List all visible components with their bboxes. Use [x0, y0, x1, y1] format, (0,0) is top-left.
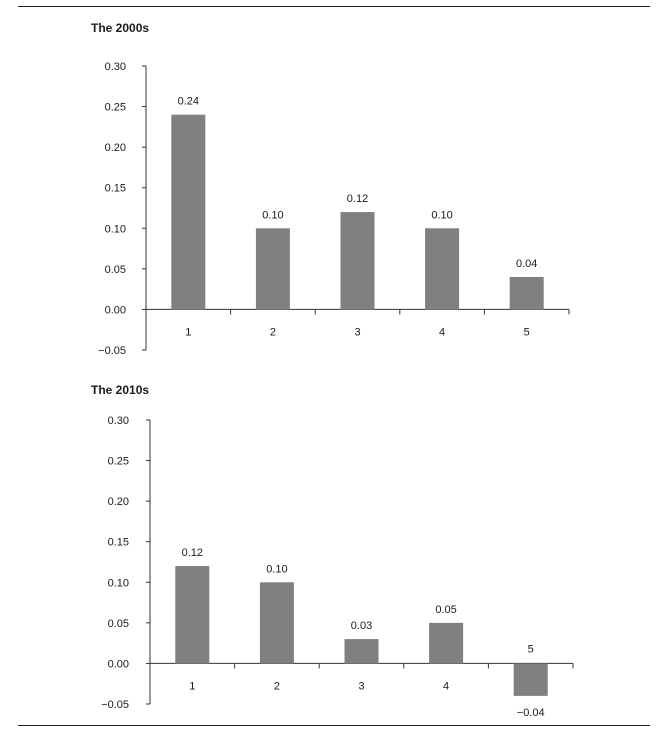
y-tick-label: 0.05 [105, 264, 126, 276]
chart-2000s: 0.30 0.25 0.20 0.15 0.10 0.05 0.00 −0.05 1 0.24 2 0… [98, 61, 570, 357]
bar [255, 228, 290, 310]
y-tick-label: 0.00 [105, 304, 126, 316]
panel-title-2000s: The 2000s [91, 21, 150, 35]
bar [513, 663, 548, 696]
x-category-label: 5 [528, 643, 534, 655]
x-category-label: 5 [524, 326, 530, 338]
bar [171, 114, 206, 310]
x-category-label: 1 [189, 680, 195, 692]
data-label: 0.12 [182, 547, 203, 559]
bar [175, 566, 210, 664]
y-tick-label: 0.20 [108, 496, 129, 508]
x-category-label: 1 [185, 326, 191, 338]
data-label: 0.05 [435, 604, 456, 616]
y-tick-label: 0.20 [105, 142, 126, 154]
data-label: 0.24 [178, 96, 199, 108]
y-tick-label: 0.30 [105, 61, 126, 73]
y-tick-label: 0.15 [105, 183, 126, 195]
bottom-rule [18, 725, 650, 726]
x-category-label: 3 [354, 326, 360, 338]
data-label: 0.03 [351, 620, 372, 632]
bar [509, 276, 544, 310]
bar [425, 228, 460, 310]
y-tick-label: 0.10 [108, 577, 129, 589]
x-category-label: 2 [274, 680, 280, 692]
y-tick-label: 0.25 [108, 456, 129, 468]
bar [340, 212, 375, 310]
bar [259, 582, 294, 664]
x-category-label: 4 [443, 680, 449, 692]
data-label: 0.10 [266, 563, 287, 575]
data-label: 0.12 [347, 193, 368, 205]
x-category-label: 4 [439, 326, 445, 338]
data-label: 0.10 [262, 209, 283, 221]
y-tick-label: 0.15 [108, 537, 129, 549]
x-category-label: 3 [358, 680, 364, 692]
data-label: −0.04 [517, 707, 545, 719]
data-label: 0.04 [516, 258, 537, 270]
top-rule [18, 6, 650, 7]
panel-title-2010s: The 2010s [91, 383, 150, 397]
x-category-label: 2 [270, 326, 276, 338]
y-tick-label: 0.30 [108, 415, 129, 427]
y-tick-label: −0.05 [98, 345, 126, 357]
y-tick-label: 0.00 [108, 658, 129, 670]
chart-2010s: 0.30 0.25 0.20 0.15 0.10 0.05 0.00 −0.05 1 0.12 2 0… [101, 415, 574, 719]
y-tick-label: 0.10 [105, 223, 126, 235]
bar [429, 622, 464, 664]
bar [344, 639, 379, 664]
y-tick-label: 0.25 [105, 102, 126, 114]
data-label: 0.10 [431, 209, 452, 221]
y-tick-label: 0.05 [108, 618, 129, 630]
y-tick-label: −0.05 [101, 699, 129, 711]
